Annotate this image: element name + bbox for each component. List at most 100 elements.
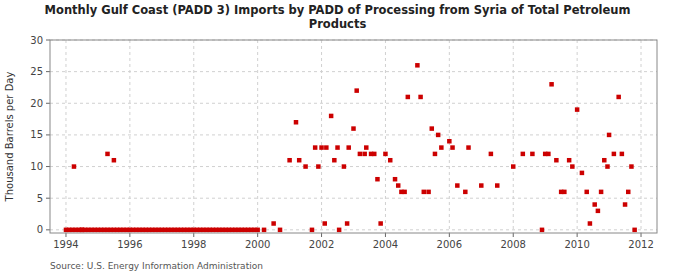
point	[439, 145, 444, 150]
x-tick-label: 2012	[628, 239, 653, 250]
point	[418, 95, 423, 100]
point	[388, 158, 393, 163]
y-tick-label: 25	[30, 66, 43, 77]
y-tick-label: 15	[30, 129, 43, 140]
x-tick	[257, 233, 258, 237]
point	[358, 152, 363, 157]
y-tick-label: 20	[30, 98, 43, 109]
point	[337, 228, 342, 233]
point	[588, 221, 593, 226]
x-tick-label: 2000	[245, 239, 270, 250]
point	[324, 145, 329, 150]
y-tick	[46, 229, 50, 230]
x-tick-label: 2010	[564, 239, 589, 250]
point	[626, 190, 631, 195]
x-tick-label: 2006	[437, 239, 462, 250]
y-tick-label: 5	[37, 193, 43, 204]
point	[592, 202, 597, 207]
point	[262, 228, 267, 233]
x-tick-label: 1994	[53, 239, 78, 250]
point	[612, 152, 617, 157]
point	[602, 158, 607, 163]
point	[607, 133, 612, 138]
point	[466, 145, 471, 150]
x-tick	[385, 233, 386, 237]
point	[278, 228, 283, 233]
point	[72, 164, 77, 169]
point	[426, 190, 431, 195]
x-tick-label: 1998	[181, 239, 206, 250]
y-tick	[46, 134, 50, 135]
point	[530, 152, 535, 157]
grid	[50, 40, 657, 233]
y-tick-label: 30	[30, 35, 43, 46]
point	[346, 145, 351, 150]
point	[316, 164, 321, 169]
x-tick	[577, 233, 578, 237]
point	[521, 152, 526, 157]
point	[362, 152, 367, 157]
y-tick	[46, 40, 50, 41]
point	[599, 190, 604, 195]
point	[396, 183, 401, 188]
point	[406, 95, 411, 100]
point	[255, 228, 260, 233]
point	[455, 183, 460, 188]
point	[436, 133, 441, 138]
point	[393, 177, 398, 182]
point	[567, 158, 572, 163]
point	[335, 145, 340, 150]
y-tick	[46, 166, 50, 167]
point	[616, 95, 621, 100]
title-line: Monthly Gulf Coast (PADD 3) Imports by P…	[45, 3, 631, 17]
point	[329, 114, 334, 119]
point	[354, 88, 359, 93]
x-tick	[65, 233, 66, 237]
point	[422, 190, 427, 195]
x-tick-label: 1996	[117, 239, 142, 250]
point	[375, 177, 380, 182]
x-grid-line	[641, 40, 642, 233]
point	[540, 228, 545, 233]
point	[402, 190, 407, 195]
x-grid-line	[65, 40, 66, 233]
title-line: Products	[309, 17, 367, 31]
x-tick	[641, 233, 642, 237]
point	[297, 158, 302, 163]
point	[463, 190, 468, 195]
points	[64, 63, 637, 232]
chart-container: Monthly Gulf Coast (PADD 3) Imports by P…	[0, 0, 675, 275]
point	[489, 152, 494, 157]
point	[271, 221, 276, 226]
x-grid-line	[257, 40, 258, 233]
point	[511, 164, 515, 169]
point	[495, 183, 500, 188]
point	[342, 164, 347, 169]
point	[364, 145, 369, 150]
x-tick	[513, 233, 514, 237]
point	[287, 158, 292, 163]
point	[303, 164, 308, 169]
point	[112, 158, 117, 163]
y-tick-label: 10	[30, 161, 43, 172]
point	[430, 126, 435, 131]
chart-title: Monthly Gulf Coast (PADD 3) Imports by P…	[45, 3, 631, 31]
y-grid-line	[50, 198, 657, 199]
point	[105, 152, 110, 157]
x-tick-label: 2002	[309, 239, 334, 250]
point	[378, 221, 383, 226]
point	[433, 152, 438, 157]
x-tick	[321, 233, 322, 237]
point	[447, 139, 452, 144]
source-note: Source: U.S. Energy Information Administ…	[50, 261, 263, 271]
point	[310, 228, 315, 233]
point	[570, 164, 575, 169]
y-grid-line	[50, 71, 657, 72]
point	[629, 164, 634, 169]
point	[596, 209, 601, 214]
point	[313, 145, 318, 150]
point	[584, 190, 589, 195]
y-grid-line	[50, 103, 657, 104]
point	[372, 152, 377, 157]
x-grid-line	[513, 40, 514, 233]
